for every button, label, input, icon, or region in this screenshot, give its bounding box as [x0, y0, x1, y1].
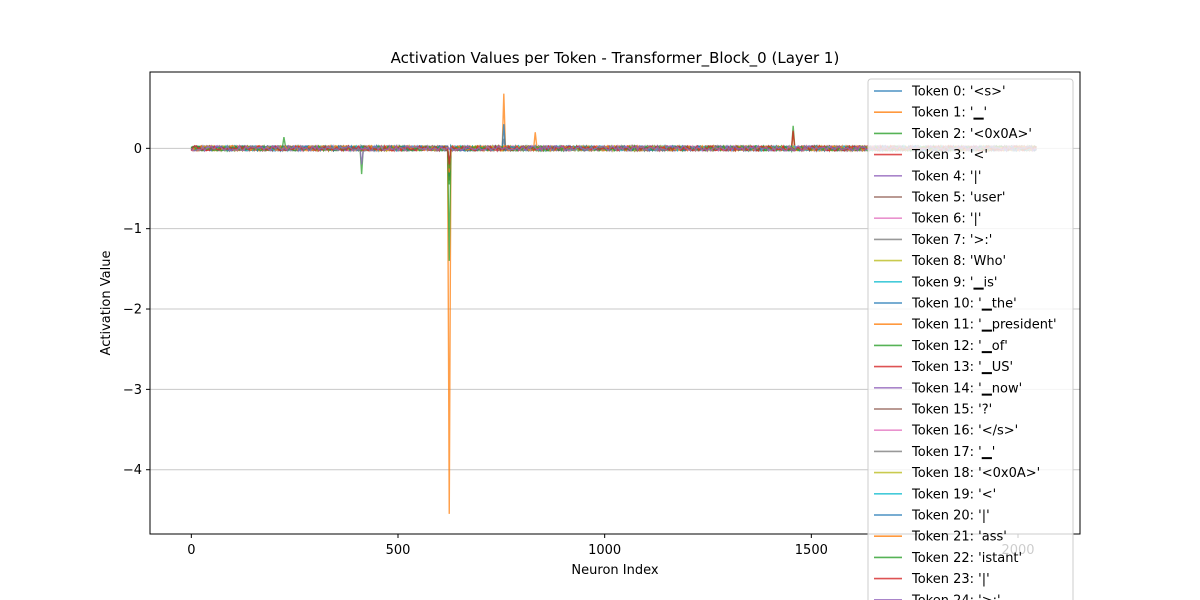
x-tick-label: 1000	[588, 543, 621, 558]
legend-box	[867, 78, 1074, 600]
x-axis-ticks: 0500100015002000	[187, 534, 1035, 558]
legend-entry: Token 17: '▁'	[911, 445, 995, 460]
legend-entry: Token 5: 'user'	[911, 191, 1005, 206]
legend-entry: Token 8: 'Who'	[911, 254, 1006, 269]
legend-entry: Token 9: '▁is'	[911, 275, 997, 290]
y-tick-label: −3	[123, 383, 142, 398]
legend-entry: Token 3: '<'	[911, 148, 988, 163]
legend-entry: Token 10: '▁the'	[911, 297, 1017, 312]
legend-entry: Token 22: 'istant'	[911, 551, 1022, 566]
plot-area-frame	[149, 71, 1081, 535]
legend-entry: Token 15: '?'	[911, 403, 992, 418]
legend-entry: Token 14: '▁now'	[911, 381, 1022, 396]
y-tick-label: 0	[134, 142, 142, 157]
x-tick-label: 1500	[795, 543, 828, 558]
legend-entry: Token 11: '▁president'	[911, 318, 1057, 333]
legend-entry: Token 18: '<0x0A>'	[911, 466, 1040, 481]
y-tick-label: −1	[123, 222, 142, 237]
x-tick-label: 0	[187, 543, 195, 558]
legend-entry: Token 0: '<s>'	[911, 85, 1006, 100]
legend-entry: Token 2: '<0x0A>'	[911, 127, 1032, 142]
legend-entry: Token 20: '|'	[911, 509, 990, 524]
x-tick-label: 500	[386, 543, 411, 558]
legend-entry: Token 19: '<'	[911, 487, 996, 502]
y-tick-label: −4	[123, 463, 142, 478]
legend-entry: Token 7: '>:'	[911, 233, 992, 248]
legend-entry: Token 12: '▁of'	[911, 339, 1008, 354]
x-axis-label: Neuron Index	[571, 563, 658, 578]
legend-entry: Token 4: '|'	[911, 169, 981, 184]
y-tick-label: −2	[123, 303, 142, 318]
legend: Token 0: '<s>' Token 1: '▁' Token 2: '<0x0…	[867, 78, 1074, 600]
legend-entry: Token 16: '</s>'	[911, 424, 1018, 439]
legend-entry: Token 24: '>:'	[911, 593, 1001, 600]
y-axis-ticks: 0 −1 −2 −3 −4	[123, 142, 150, 478]
y-axis-label: Activation Value	[99, 251, 114, 356]
legend-entry: Token 21: 'ass'	[911, 530, 1007, 545]
legend-entry: Token 6: '|'	[911, 212, 981, 227]
legend-entry: Token 13: '▁US'	[911, 360, 1013, 375]
chart-title: Activation Values per Token - Transforme…	[391, 49, 840, 68]
legend-entry: Token 23: '|'	[911, 572, 990, 587]
legend-entry: Token 1: '▁'	[911, 106, 987, 121]
